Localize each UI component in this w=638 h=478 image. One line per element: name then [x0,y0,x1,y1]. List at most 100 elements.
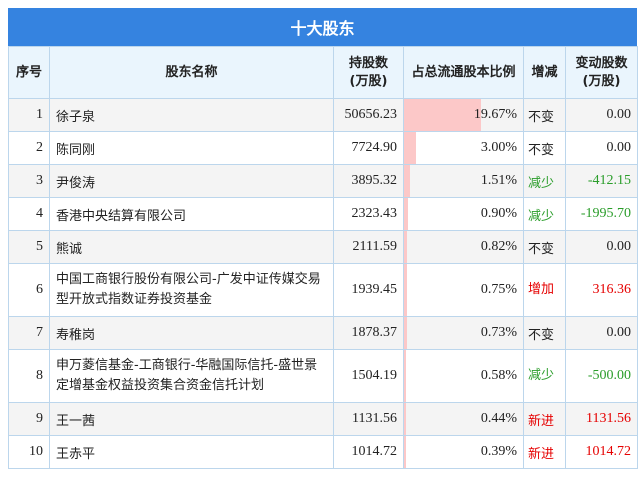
shares-cell: 1014.72 [333,435,404,469]
change-status-cell: 增加 [523,263,566,317]
shareholder-name-cell: 徐子泉 [49,98,334,132]
change-amount-cell: -500.00 [565,349,638,403]
shareholder-name-cell: 王赤平 [49,435,334,469]
change-status-cell: 新进 [523,435,566,469]
table-title: 十大股东 [8,8,637,46]
shareholder-name-cell: 王一茜 [49,402,334,436]
ratio-bar [404,350,407,402]
table-row: 7 寿稚岗 1878.37 0.73% 不变 0.00 [8,316,638,350]
top-shareholders-table-container: 十大股东 序号 股东名称 持股数 (万股) 占总流通股本比例 增减 变动股数 (万股) 1 徐… [8,8,638,469]
change-amount-cell: 0.00 [565,98,638,132]
ratio-bar [404,231,408,263]
change-status-cell: 不变 [523,316,566,350]
header-ratio: 占总流通股本比例 [403,46,524,99]
change-status-cell: 新进 [523,402,566,436]
table-row: 10 王赤平 1014.72 0.39% 新进 1014.72 [8,435,638,469]
rank-cell: 9 [8,402,50,436]
change-status-cell: 不变 [523,230,566,264]
table-row: 4 香港中央结算有限公司 2323.43 0.90% 减少 -1995.70 [8,197,638,231]
rank-cell: 4 [8,197,50,231]
ratio-bar [404,317,407,349]
table-row: 5 熊诚 2111.59 0.82% 不变 0.00 [8,230,638,264]
ratio-cell: 0.73% [403,316,524,350]
change-amount-cell: 1014.72 [565,435,638,469]
table-row: 2 陈同刚 7724.90 3.00% 不变 0.00 [8,131,638,165]
rank-cell: 5 [8,230,50,264]
shareholder-name-cell: 尹俊涛 [49,164,334,198]
rank-cell: 8 [8,349,50,403]
ratio-value: 19.67% [473,107,517,122]
table-row: 1 徐子泉 50656.23 19.67% 不变 0.00 [8,98,638,132]
change-amount-cell: -1995.70 [565,197,638,231]
rank-cell: 7 [8,316,50,350]
table-row: 8 申万菱信基金-工商银行-华融国际信托-盛世景定增基金权益投资集合资金信托计划… [8,349,638,403]
ratio-value: 0.39% [480,444,517,459]
ratio-cell: 3.00% [403,131,524,165]
shares-cell: 2323.43 [333,197,404,231]
ratio-bar [404,165,410,197]
change-status-cell: 减少 [523,197,566,231]
shareholder-name-cell: 中国工商银行股份有限公司-广发中证传媒交易型开放式指数证券投资基金 [49,263,334,317]
change-amount-cell: 316.36 [565,263,638,317]
rank-cell: 2 [8,131,50,165]
shares-cell: 3895.32 [333,164,404,198]
header-row: 序号 股东名称 持股数 (万股) 占总流通股本比例 增减 变动股数 (万股) [8,46,638,99]
ratio-cell: 19.67% [403,98,524,132]
ratio-value: 0.58% [480,368,517,383]
change-amount-cell: 1131.56 [565,402,638,436]
change-amount-cell: -412.15 [565,164,638,198]
shares-cell: 50656.23 [333,98,404,132]
shares-cell: 1504.19 [333,349,404,403]
ratio-value: 0.90% [480,206,517,221]
table-row: 9 王一茜 1131.56 0.44% 新进 1131.56 [8,402,638,436]
header-shares: 持股数 (万股) [333,46,404,99]
ratio-value: 0.44% [480,411,517,426]
change-status-cell: 减少 [523,164,566,198]
ratio-bar [404,403,406,435]
shares-cell: 1131.56 [333,402,404,436]
ratio-cell: 0.75% [403,263,524,317]
change-amount-cell: 0.00 [565,131,638,165]
shares-cell: 7724.90 [333,131,404,165]
ratio-value: 1.51% [480,173,517,188]
ratio-value: 0.75% [480,282,517,297]
table-row: 3 尹俊涛 3895.32 1.51% 减少 -412.15 [8,164,638,198]
change-status-cell: 不变 [523,98,566,132]
header-delta: 变动股数 (万股) [565,46,638,99]
ratio-value: 0.73% [480,325,517,340]
ratio-bar [404,132,416,164]
rank-cell: 3 [8,164,50,198]
shareholder-name-cell: 熊诚 [49,230,334,264]
ratio-value: 0.82% [480,239,517,254]
table-row: 6 中国工商银行股份有限公司-广发中证传媒交易型开放式指数证券投资基金 1939… [8,263,638,317]
rank-cell: 10 [8,435,50,469]
shares-cell: 1878.37 [333,316,404,350]
change-status-cell: 不变 [523,131,566,165]
change-status-cell: 减少 [523,349,566,403]
header-change: 增减 [523,46,566,99]
rank-cell: 6 [8,263,50,317]
shareholder-name-cell: 香港中央结算有限公司 [49,197,334,231]
change-amount-cell: 0.00 [565,316,638,350]
ratio-bar [404,198,408,230]
ratio-cell: 1.51% [403,164,524,198]
shares-cell: 1939.45 [333,263,404,317]
shareholders-table: 序号 股东名称 持股数 (万股) 占总流通股本比例 增减 变动股数 (万股) 1 徐子泉 50… [8,46,638,469]
shares-cell: 2111.59 [333,230,404,264]
header-name: 股东名称 [49,46,334,99]
ratio-value: 3.00% [480,140,517,155]
shareholder-name-cell: 申万菱信基金-工商银行-华融国际信托-盛世景定增基金权益投资集合资金信托计划 [49,349,334,403]
shareholder-name-cell: 陈同刚 [49,131,334,165]
ratio-bar [404,264,407,316]
ratio-cell: 0.58% [403,349,524,403]
ratio-cell: 0.44% [403,402,524,436]
ratio-bar [404,436,406,468]
shareholder-name-cell: 寿稚岗 [49,316,334,350]
header-rank: 序号 [8,46,50,99]
change-amount-cell: 0.00 [565,230,638,264]
ratio-cell: 0.82% [403,230,524,264]
ratio-cell: 0.90% [403,197,524,231]
ratio-bar [404,99,482,131]
rank-cell: 1 [8,98,50,132]
ratio-cell: 0.39% [403,435,524,469]
